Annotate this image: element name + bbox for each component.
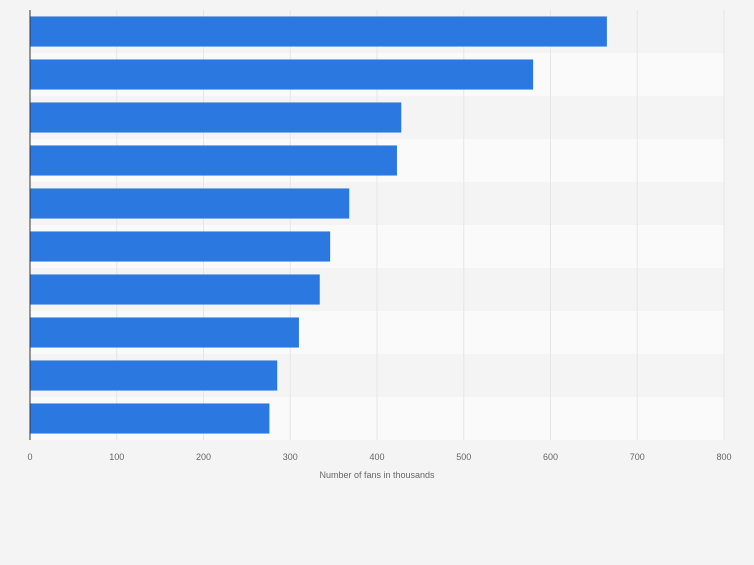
bar[interactable] [30,59,534,90]
bar[interactable] [30,403,270,434]
bar[interactable] [30,188,350,219]
bar[interactable] [30,145,397,176]
bar[interactable] [30,231,331,262]
x-tick-label: 300 [283,452,298,462]
x-tick-label: 100 [109,452,124,462]
bars [30,16,607,434]
bar[interactable] [30,360,278,391]
bar[interactable] [30,274,320,305]
bar[interactable] [30,102,402,133]
x-axis-title: Number of fans in thousands [319,470,435,480]
x-tick-label: 600 [543,452,558,462]
bar[interactable] [30,317,299,348]
bar[interactable] [30,16,607,47]
x-tick-label: 0 [27,452,32,462]
x-tick-label: 700 [630,452,645,462]
x-tick-label: 200 [196,452,211,462]
x-tick-labels: 0 100 200 300 400 500 600 700 800 [27,452,731,462]
x-tick-label: 500 [456,452,471,462]
x-tick-label: 800 [716,452,731,462]
x-tick-label: 400 [369,452,384,462]
